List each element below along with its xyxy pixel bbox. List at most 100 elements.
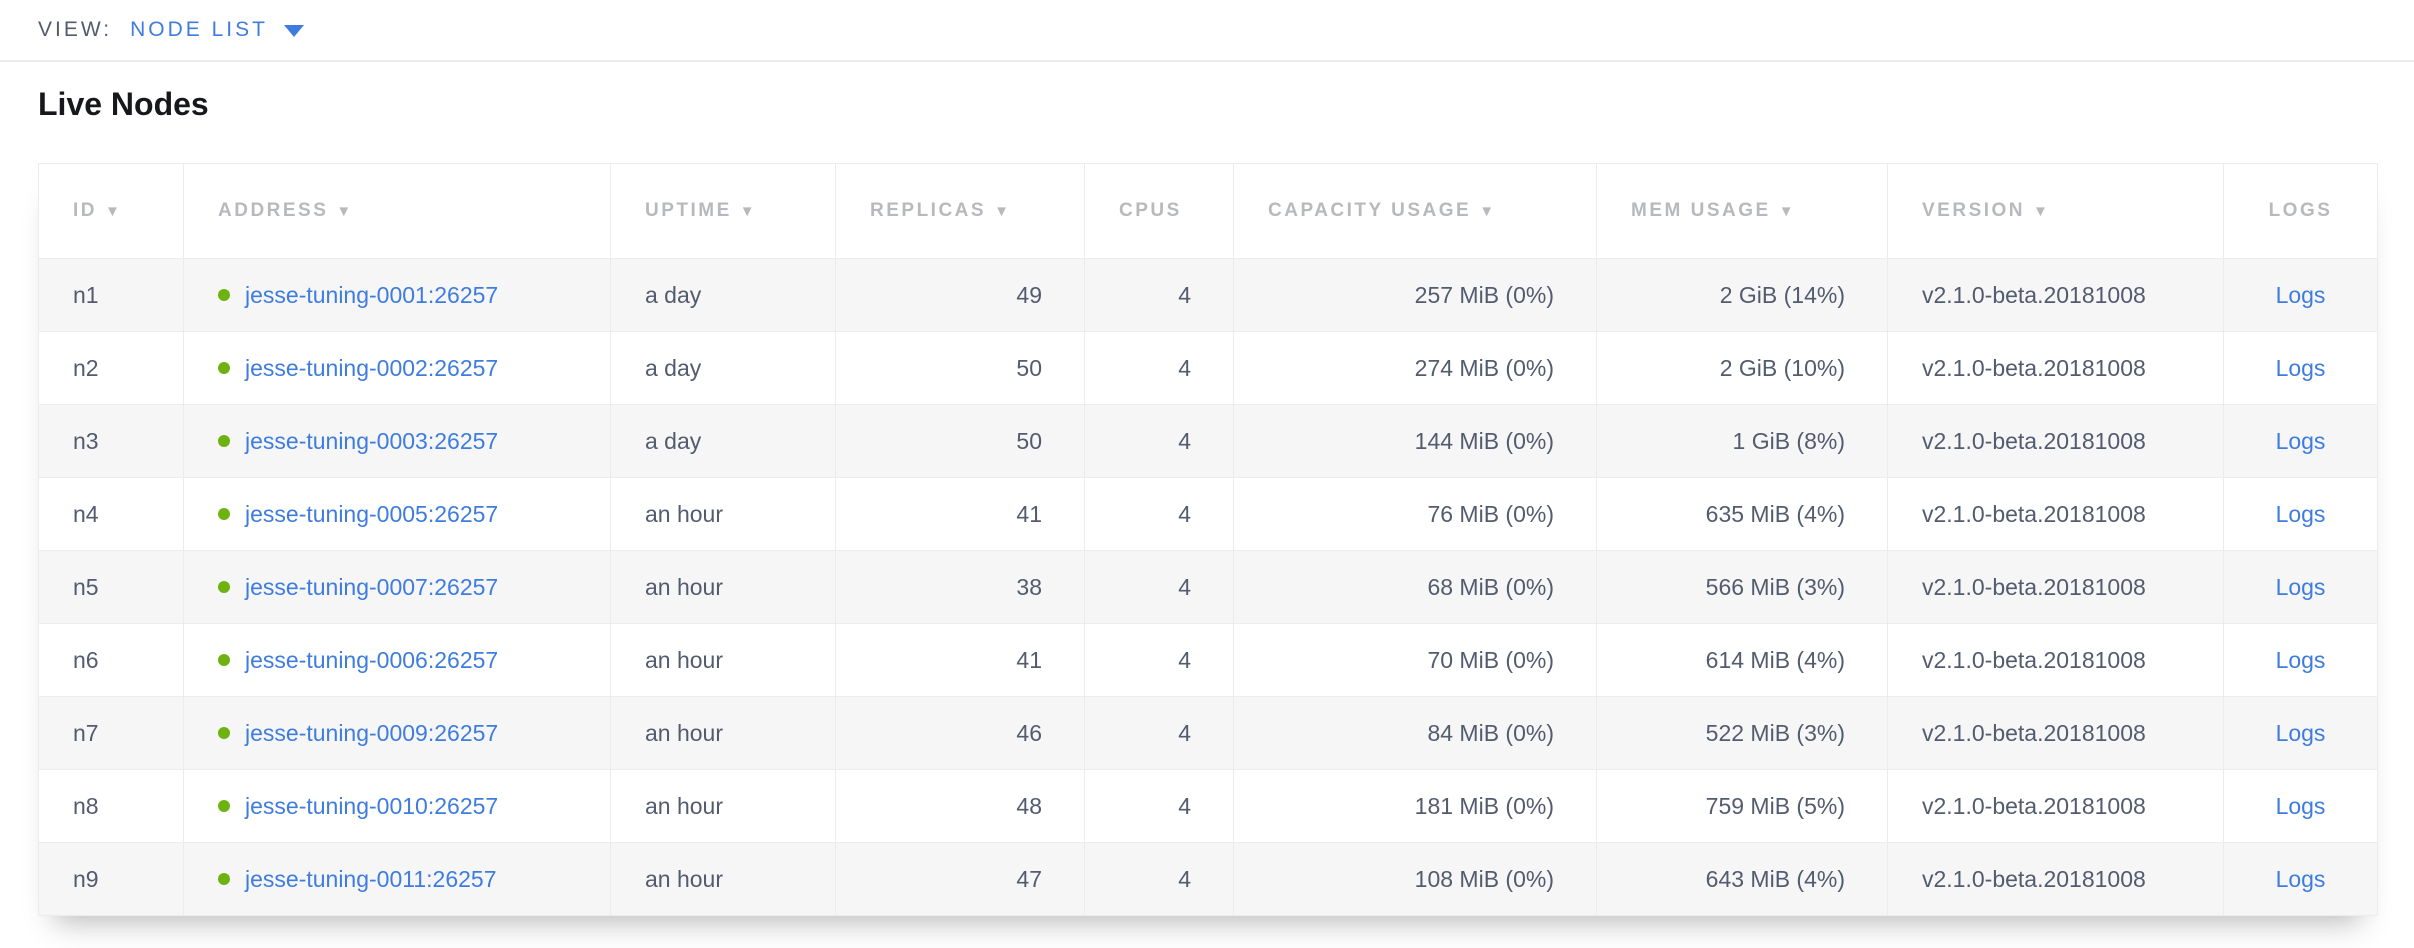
view-bar: VIEW: NODE LIST xyxy=(0,0,2414,62)
uptime-cell: a day xyxy=(610,331,836,405)
node-healthy-dot-icon xyxy=(218,434,230,447)
cpus-cell: 4 xyxy=(1084,842,1234,916)
node-address-link[interactable]: jesse-tuning-0001:26257 xyxy=(245,281,499,308)
logs-link[interactable]: Logs xyxy=(2275,792,2326,819)
uptime-cell: an hour xyxy=(610,550,836,624)
column-header-replicas[interactable]: REPLICAS ▼ xyxy=(835,163,1085,259)
logs-cell: Logs xyxy=(2223,404,2378,478)
table-header-row: ID ▼ ADDRESS ▼ UPTIME ▼ REPLICAS ▼ CPUS CAPA… xyxy=(38,163,2378,259)
view-selector[interactable]: NODE LIST xyxy=(130,18,304,42)
capacity-usage-cell: 181 MiB (0%) xyxy=(1233,769,1597,843)
node-id-cell: n8 xyxy=(38,769,184,843)
column-label: LOGS xyxy=(2268,200,2333,221)
node-address-cell: jesse-tuning-0002:26257 xyxy=(183,331,611,405)
column-label: ADDRESS xyxy=(218,200,329,221)
mem-usage-cell: 1 GiB (8%) xyxy=(1596,404,1888,478)
node-healthy-dot-icon xyxy=(218,580,230,593)
node-address-link[interactable]: jesse-tuning-0006:26257 xyxy=(245,646,499,673)
node-id-cell: n9 xyxy=(38,842,184,916)
cpus-cell: 4 xyxy=(1084,550,1234,624)
sort-desc-icon: ▼ xyxy=(2033,203,2051,220)
replicas-cell: 50 xyxy=(835,404,1085,478)
logs-cell: Logs xyxy=(2223,331,2378,405)
view-selected-value: NODE LIST xyxy=(130,18,268,41)
uptime-cell: an hour xyxy=(610,769,836,843)
uptime-cell: a day xyxy=(610,258,836,332)
table-row: n5 jesse-tuning-0007:26257 an hour 38 4 … xyxy=(38,550,2378,624)
node-address-cell: jesse-tuning-0011:26257 xyxy=(183,842,611,916)
table-row: n7 jesse-tuning-0009:26257 an hour 46 4 … xyxy=(38,696,2378,770)
logs-link[interactable]: Logs xyxy=(2275,500,2326,527)
node-address-cell: jesse-tuning-0001:26257 xyxy=(183,258,611,332)
table-row: n2 jesse-tuning-0002:26257 a day 50 4 27… xyxy=(38,331,2378,405)
node-healthy-dot-icon xyxy=(218,653,230,666)
node-address-link[interactable]: jesse-tuning-0002:26257 xyxy=(245,354,499,381)
cpus-cell: 4 xyxy=(1084,623,1234,697)
column-header-mem-usage[interactable]: MEM USAGE ▼ xyxy=(1596,163,1888,259)
table-row: n4 jesse-tuning-0005:26257 an hour 41 4 … xyxy=(38,477,2378,551)
sort-desc-icon: ▼ xyxy=(336,203,354,220)
column-header-capacity-usage[interactable]: CAPACITY USAGE ▼ xyxy=(1233,163,1597,259)
node-address-link[interactable]: jesse-tuning-0009:26257 xyxy=(245,719,499,746)
table-row: n6 jesse-tuning-0006:26257 an hour 41 4 … xyxy=(38,623,2378,697)
replicas-cell: 46 xyxy=(835,696,1085,770)
capacity-usage-cell: 274 MiB (0%) xyxy=(1233,331,1597,405)
logs-cell: Logs xyxy=(2223,769,2378,843)
column-label: UPTIME xyxy=(645,200,732,221)
logs-link[interactable]: Logs xyxy=(2275,281,2326,308)
cpus-cell: 4 xyxy=(1084,477,1234,551)
node-address-link[interactable]: jesse-tuning-0007:26257 xyxy=(245,573,499,600)
column-header-address[interactable]: ADDRESS ▼ xyxy=(183,163,611,259)
logs-link[interactable]: Logs xyxy=(2275,427,2326,454)
version-cell: v2.1.0-beta.20181008 xyxy=(1887,769,2224,843)
node-address-cell: jesse-tuning-0003:26257 xyxy=(183,404,611,478)
mem-usage-cell: 759 MiB (5%) xyxy=(1596,769,1888,843)
version-cell: v2.1.0-beta.20181008 xyxy=(1887,842,2224,916)
column-header-uptime[interactable]: UPTIME ▼ xyxy=(610,163,836,259)
mem-usage-cell: 522 MiB (3%) xyxy=(1596,696,1888,770)
logs-cell: Logs xyxy=(2223,842,2378,916)
node-address-link[interactable]: jesse-tuning-0003:26257 xyxy=(245,427,499,454)
version-cell: v2.1.0-beta.20181008 xyxy=(1887,331,2224,405)
column-header-id[interactable]: ID ▼ xyxy=(38,163,184,259)
capacity-usage-cell: 68 MiB (0%) xyxy=(1233,550,1597,624)
node-id-cell: n6 xyxy=(38,623,184,697)
live-nodes-table: ID ▼ ADDRESS ▼ UPTIME ▼ REPLICAS ▼ CPUS CAPA… xyxy=(38,163,2378,916)
logs-link[interactable]: Logs xyxy=(2275,354,2326,381)
node-id-cell: n3 xyxy=(38,404,184,478)
capacity-usage-cell: 108 MiB (0%) xyxy=(1233,842,1597,916)
capacity-usage-cell: 76 MiB (0%) xyxy=(1233,477,1597,551)
node-address-cell: jesse-tuning-0009:26257 xyxy=(183,696,611,770)
table-row: n9 jesse-tuning-0011:26257 an hour 47 4 … xyxy=(38,842,2378,916)
page-title: Live Nodes xyxy=(38,86,209,122)
node-address-link[interactable]: jesse-tuning-0005:26257 xyxy=(245,500,499,527)
node-id-cell: n5 xyxy=(38,550,184,624)
node-id-cell: n2 xyxy=(38,331,184,405)
column-header-version[interactable]: VERSION ▼ xyxy=(1887,163,2224,259)
node-address-link[interactable]: jesse-tuning-0011:26257 xyxy=(245,865,497,892)
cpus-cell: 4 xyxy=(1084,769,1234,843)
version-cell: v2.1.0-beta.20181008 xyxy=(1887,550,2224,624)
capacity-usage-cell: 84 MiB (0%) xyxy=(1233,696,1597,770)
cpus-cell: 4 xyxy=(1084,696,1234,770)
column-label: VERSION xyxy=(1922,200,2026,221)
logs-link[interactable]: Logs xyxy=(2275,646,2326,673)
capacity-usage-cell: 144 MiB (0%) xyxy=(1233,404,1597,478)
view-label: VIEW: xyxy=(38,18,113,41)
logs-cell: Logs xyxy=(2223,477,2378,551)
logs-link[interactable]: Logs xyxy=(2275,573,2326,600)
logs-link[interactable]: Logs xyxy=(2275,719,2326,746)
node-address-link[interactable]: jesse-tuning-0010:26257 xyxy=(245,792,499,819)
sort-desc-icon: ▼ xyxy=(1479,203,1497,220)
replicas-cell: 47 xyxy=(835,842,1085,916)
column-label: CPUS xyxy=(1119,200,1182,221)
replicas-cell: 41 xyxy=(835,477,1085,551)
logs-link[interactable]: Logs xyxy=(2275,865,2326,892)
mem-usage-cell: 2 GiB (14%) xyxy=(1596,258,1888,332)
sort-desc-icon: ▼ xyxy=(739,203,758,220)
mem-usage-cell: 2 GiB (10%) xyxy=(1596,331,1888,405)
replicas-cell: 41 xyxy=(835,623,1085,697)
version-cell: v2.1.0-beta.20181008 xyxy=(1887,477,2224,551)
cpus-cell: 4 xyxy=(1084,404,1234,478)
node-healthy-dot-icon xyxy=(218,799,230,812)
